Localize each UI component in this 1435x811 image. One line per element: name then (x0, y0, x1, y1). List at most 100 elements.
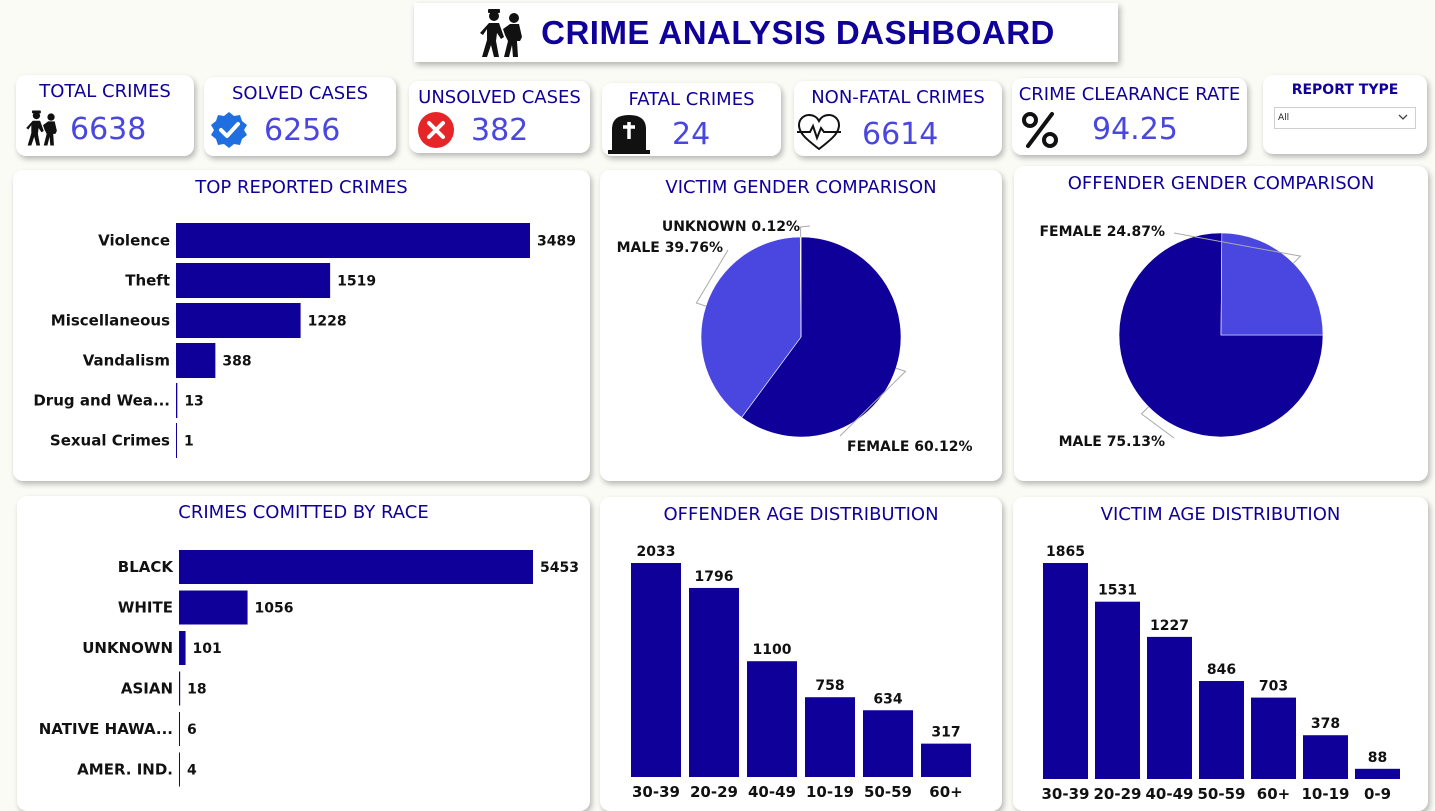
data-label: 1519 (337, 274, 376, 290)
data-label: 88 (1368, 750, 1387, 766)
report-type-dropdown[interactable]: All (1274, 107, 1416, 129)
bar (1199, 681, 1244, 779)
data-label: 5453 (540, 560, 579, 576)
pie-slice (700, 236, 802, 418)
bar (176, 303, 301, 338)
category-label: 60+ (929, 783, 962, 801)
bar (1147, 636, 1192, 779)
data-label: 378 (1311, 716, 1340, 732)
x-circle-icon (418, 112, 454, 148)
offender-gender-chart: MALE 75.13% FEMALE 24.87% (1039, 224, 1324, 450)
data-label: 1796 (695, 569, 734, 585)
data-label: 4 (187, 763, 197, 779)
category-label: 40-49 (1146, 785, 1194, 803)
category-label: AMER. IND. (77, 761, 173, 779)
heartbeat-icon (797, 113, 841, 151)
category-label: Theft (125, 272, 170, 290)
kpi-card-unsolved-cases: UNSOLVED CASES 382 (409, 81, 590, 153)
pie-label: MALE 39.76% (617, 240, 723, 256)
bar (176, 263, 331, 298)
bar (176, 343, 216, 378)
category-label: 50-59 (1198, 785, 1246, 803)
pie-label: FEMALE 24.87% (1039, 224, 1165, 240)
kpi-card-solved-cases: SOLVED CASES 6256 (204, 77, 396, 156)
top-crimes-chart: Violence 3489 Theft 1519 Miscellaneous 1228 Va… (33, 223, 576, 458)
data-label: 1056 (255, 601, 294, 617)
pie-slice (1220, 232, 1324, 336)
data-label: 13 (184, 394, 203, 410)
category-label: Vandalism (83, 352, 170, 370)
data-label: 2033 (637, 544, 676, 560)
bar (179, 712, 180, 746)
data-label: 1228 (308, 314, 347, 330)
pie-label: MALE 75.13% (1059, 434, 1165, 450)
bar (179, 550, 533, 584)
bar (1355, 768, 1400, 779)
bar (179, 590, 248, 625)
pie-slice (1118, 232, 1324, 438)
data-label: 317 (931, 725, 960, 741)
category-label: 30-39 (632, 783, 680, 801)
offender-age-chart: 2033 30-39 1796 20-29 1100 40-49 758 10-19 634 50… (631, 544, 971, 801)
data-label: 18 (187, 682, 206, 698)
bar (179, 671, 181, 706)
tombstone-icon (608, 115, 650, 154)
data-label: 758 (815, 678, 844, 694)
category-label: 30-39 (1042, 785, 1090, 803)
kpi-value: 94.25 (1092, 112, 1178, 147)
category-label: Violence (98, 232, 170, 250)
category-label: 60+ (1257, 785, 1290, 803)
data-label: 1865 (1046, 544, 1085, 560)
bar (921, 743, 971, 777)
category-label: UNKNOWN (82, 639, 173, 657)
report-type-selected: All (1278, 113, 1290, 123)
bar (1251, 697, 1296, 779)
bar (176, 423, 177, 458)
category-label: Sexual Crimes (50, 432, 170, 450)
chevron-down-icon (1398, 114, 1408, 120)
leader-line (1173, 232, 1302, 264)
bar (747, 661, 797, 777)
pie-label: UNKNOWN 0.12% (662, 219, 800, 235)
offender-gender-card: OFFENDER GENDER COMPARISON MALE 75.13% FE… (1014, 166, 1428, 481)
category-label: NATIVE HAWA... (39, 720, 173, 738)
victim-gender-card: VICTIM GENDER COMPARISON FEMALE 60.12% MA… (600, 170, 1002, 481)
slicer-label: REPORT TYPE (1291, 82, 1399, 98)
bar (176, 223, 530, 258)
bar (805, 697, 855, 777)
category-label: 40-49 (748, 783, 796, 801)
top-crimes-card: TOP REPORTED CRIMES Violence 3489 Theft 151… (13, 170, 590, 481)
category-label: Drug and Wea... (33, 392, 170, 410)
bar (176, 383, 178, 418)
verified-check-icon (211, 112, 247, 148)
kpi-label: CRIME CLEARANCE RATE (1018, 84, 1241, 105)
victim-age-card: VICTIM AGE DISTRIBUTION 1865 30-39 1531 20-… (1013, 497, 1428, 811)
bar (179, 631, 186, 665)
category-label: 10-19 (806, 783, 854, 801)
kpi-label: FATAL CRIMES (628, 89, 755, 110)
leader-line (1140, 406, 1175, 439)
bar (179, 752, 180, 787)
chart-title: OFFENDER GENDER COMPARISON (1067, 173, 1375, 194)
leader-line (839, 367, 907, 437)
kpi-value: 6256 (264, 113, 341, 148)
report-type-slicer: REPORT TYPE All (1263, 75, 1427, 154)
offender-age-card: OFFENDER AGE DISTRIBUTION 2033 30-39 1796 2… (600, 497, 1002, 811)
category-label: 50-59 (864, 783, 912, 801)
category-label: BLACK (118, 558, 175, 576)
data-label: 388 (222, 354, 251, 370)
category-label: Miscellaneous (51, 312, 170, 330)
bar (631, 563, 681, 777)
kpi-card-fatal-crimes: FATAL CRIMES 24 (602, 83, 781, 156)
kpi-label: NON-FATAL CRIMES (811, 87, 985, 108)
kpi-label: UNSOLVED CASES (418, 87, 581, 108)
category-label: 20-29 (1094, 785, 1142, 803)
kpi-label: SOLVED CASES (231, 83, 369, 104)
bar (863, 710, 913, 777)
police-arrest-icon (480, 8, 523, 57)
category-label: ASIAN (121, 680, 173, 698)
data-label: 1 (184, 434, 194, 450)
chart-title: TOP REPORTED CRIMES (195, 177, 408, 198)
data-label: 1100 (753, 642, 792, 658)
page-title: CRIME ANALYSIS DASHBOARD (541, 13, 1055, 51)
